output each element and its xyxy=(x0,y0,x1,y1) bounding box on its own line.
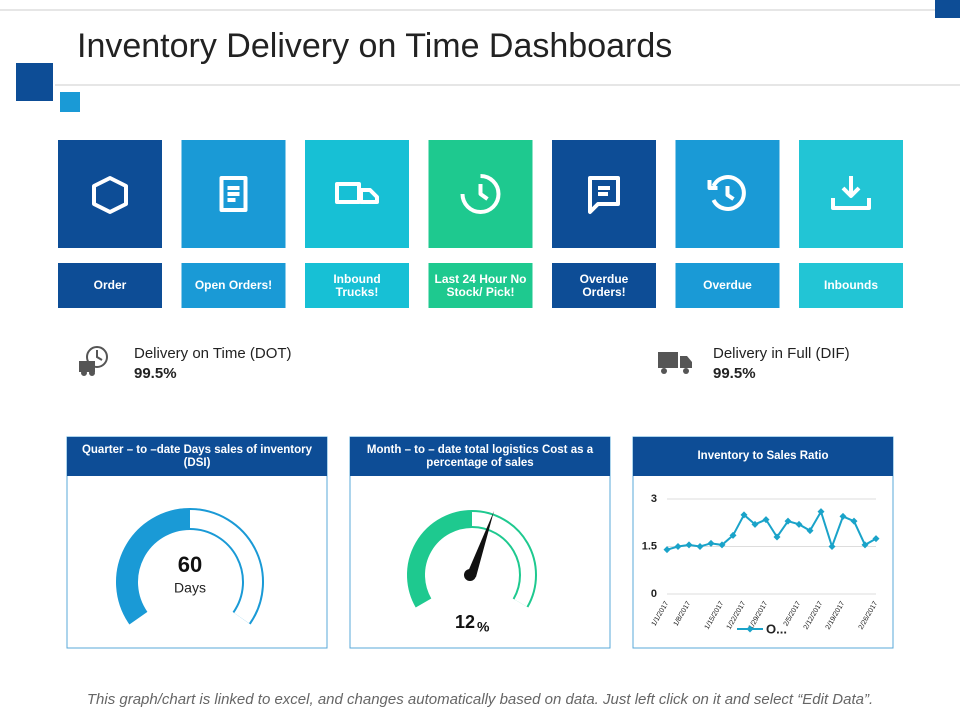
point xyxy=(784,517,792,525)
y-tick-label: 0 xyxy=(651,588,657,600)
tile-label: Overdue xyxy=(703,278,752,292)
tile-icon xyxy=(219,176,248,212)
point xyxy=(817,508,825,516)
panel-title: Quarter – to –date Days sales of invento… xyxy=(81,443,313,469)
tile-button xyxy=(305,263,409,308)
tile-label-box: Last 24 Hour No Stock/ Pick! xyxy=(434,271,527,299)
gauge-needle xyxy=(467,511,494,577)
deco-square xyxy=(60,92,80,112)
tile-button xyxy=(181,263,286,308)
truck-icon xyxy=(658,352,692,374)
legend-label: O... xyxy=(766,621,787,636)
tile-label: Last 24 Hour No Stock/ Pick! xyxy=(434,271,527,299)
tile-label: Inbounds xyxy=(824,278,878,292)
tile-label: Order xyxy=(93,278,127,292)
tile-label: Open Orders! xyxy=(194,278,273,292)
panel-title: Inventory to Sales Ratio xyxy=(697,450,829,462)
tile-icon xyxy=(335,182,379,204)
tile-label-box: Overdue xyxy=(703,278,752,292)
tile-icon xyxy=(588,176,620,214)
kpi-value: 99.5% xyxy=(713,365,756,382)
kpi-label: Delivery in Full (DIF) xyxy=(713,345,850,362)
point xyxy=(696,543,704,550)
tile-icon-box xyxy=(58,140,162,248)
gauge-track-inner xyxy=(189,510,262,624)
point xyxy=(718,541,726,549)
tile-label: Inbound Trucks! xyxy=(333,271,381,299)
point xyxy=(729,531,737,539)
point xyxy=(663,546,671,554)
gauge-hub xyxy=(464,569,476,581)
panel-title: Month – to – date total logistics Cost a… xyxy=(366,443,594,469)
panel: Inventory to Sales Ratio xyxy=(632,436,894,649)
y-tick-label: 1.5 xyxy=(642,540,657,552)
deco-square xyxy=(935,0,960,18)
tile-label-box: Open Orders! xyxy=(194,278,273,292)
gauge-unit: % xyxy=(477,619,490,635)
point xyxy=(762,516,770,524)
point xyxy=(828,543,836,550)
tile-icon xyxy=(707,175,746,211)
tile-icon xyxy=(460,174,501,214)
point xyxy=(674,543,682,550)
kpi-value: 99.5% xyxy=(134,365,177,382)
tile-icon xyxy=(831,176,871,210)
gauge-track-inner xyxy=(471,512,535,607)
point xyxy=(861,541,869,549)
point xyxy=(685,541,693,549)
tile-button xyxy=(428,263,533,308)
panel: Month – to – date total logistics Cost a… xyxy=(349,436,611,649)
y-tick-label: 3 xyxy=(651,493,657,505)
legend-marker xyxy=(746,625,754,633)
kpi-label: Delivery on Time (DOT) xyxy=(134,345,292,362)
gauge-unit: Days xyxy=(174,580,206,596)
tile-label-box: Overdue Orders! xyxy=(579,271,629,299)
tile-button xyxy=(552,263,656,308)
tile-icon xyxy=(92,176,128,214)
gauge-fill xyxy=(407,510,473,608)
point xyxy=(740,511,748,519)
point xyxy=(795,520,803,528)
point xyxy=(773,533,781,541)
point xyxy=(806,527,814,535)
point xyxy=(850,517,858,525)
gauge-value: 12 xyxy=(455,612,475,632)
tile-label-box: Order xyxy=(93,278,127,292)
gauge-fill xyxy=(116,508,191,625)
title: Inventory Delivery on Time Dashboards xyxy=(77,27,672,65)
deco-square xyxy=(16,63,53,101)
gauge-value: 60 xyxy=(178,552,202,577)
tile-button xyxy=(675,263,780,308)
panel: Quarter – to –date Days sales of invento… xyxy=(66,436,328,649)
tile-label: Overdue Orders! xyxy=(579,271,629,299)
clock-truck-icon xyxy=(79,346,108,376)
point xyxy=(707,539,715,547)
point xyxy=(839,512,847,520)
point xyxy=(751,520,759,528)
tile-button xyxy=(799,263,903,308)
tile-button xyxy=(58,263,162,308)
footer-note: This graph/chart is linked to excel, and… xyxy=(87,691,873,708)
point xyxy=(872,535,880,543)
tile-label-box: Inbound Trucks! xyxy=(333,271,381,299)
tile-label-box: Inbounds xyxy=(824,278,878,292)
